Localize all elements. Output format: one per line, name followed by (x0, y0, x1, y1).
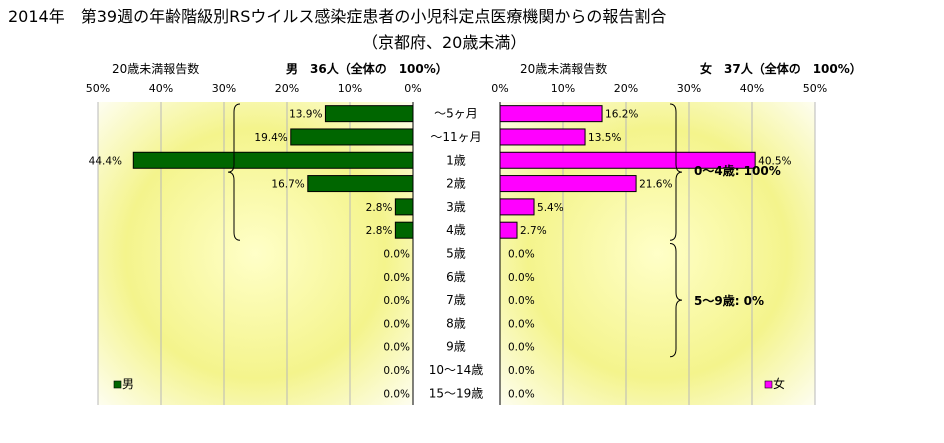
male-legend-label: 男 (122, 377, 134, 391)
female-data-label: 2.7% (520, 225, 547, 237)
age-category-label: 6歳 (446, 270, 466, 284)
female-bar (499, 105, 603, 123)
female-data-label: 0.0% (508, 249, 535, 261)
female-bar (499, 198, 535, 216)
male-data-label: 0.0% (383, 249, 410, 261)
male-bar (394, 198, 414, 216)
female-plot-area (500, 102, 815, 405)
female-bar (499, 128, 586, 146)
male-tick-label: 30% (212, 82, 236, 95)
female-tick-label: 30% (677, 82, 701, 95)
male-data-label: 0.0% (383, 388, 410, 400)
male-data-label: 44.4% (89, 155, 122, 167)
age-category-label: 4歳 (446, 223, 466, 237)
female-bar (499, 175, 637, 193)
male-data-label: 13.9% (289, 109, 322, 121)
male-panel: 20歳未満報告数 男 36人（全体の 100%） 50% 40% 30% 20% 10%… (86, 61, 448, 405)
male-data-label: 0.0% (383, 318, 410, 330)
male-data-label: 0.0% (383, 365, 410, 377)
female-data-label: 5.4% (537, 202, 564, 214)
female-tick-label: 0% (491, 82, 508, 95)
annotation-5-9: 5～9歳: 0% (694, 293, 764, 308)
female-data-label: 0.0% (508, 342, 535, 354)
male-data-label: 19.4% (254, 132, 287, 144)
age-category-labels: ～5ヶ月 ～11ヶ月 1歳 2歳 3歳 4歳 5歳 6歳 7歳 8歳 9歳 10～14歳 15～19歳 (429, 107, 484, 401)
age-category-label: 15～19歳 (429, 386, 484, 400)
female-legend-label: 女 (773, 376, 785, 391)
chart-title: 2014年 第39週の年齢階級別RSウイルス感染症患者の小児科定点医療機関からの… (8, 7, 666, 26)
female-legend-swatch (764, 380, 773, 389)
male-bar (290, 128, 414, 146)
female-tick-label: 50% (803, 82, 827, 95)
age-category-label: ～5ヶ月 (434, 107, 478, 121)
male-tick-label: 20% (275, 82, 299, 95)
male-tick-label: 10% (338, 82, 362, 95)
male-legend-swatch (113, 380, 122, 389)
male-bar (307, 175, 414, 193)
male-data-label: 0.0% (383, 272, 410, 284)
age-category-label: 9歳 (446, 340, 466, 354)
age-category-label: 2歳 (446, 177, 466, 191)
age-category-label: 5歳 (446, 247, 466, 261)
female-axis-title: 20歳未満報告数 (520, 61, 607, 76)
male-bar (324, 105, 414, 123)
male-data-label: 16.7% (271, 179, 304, 191)
female-data-label: 0.0% (508, 295, 535, 307)
male-bar (394, 221, 414, 239)
male-bar (132, 151, 414, 169)
female-data-label: 0.0% (508, 365, 535, 377)
male-tick-label: 50% (86, 82, 110, 95)
female-age-brace-0-4 (669, 103, 683, 241)
male-plot-area (98, 102, 413, 405)
female-bar (499, 221, 518, 239)
age-category-label: 8歳 (446, 316, 466, 330)
female-data-label: 13.5% (588, 132, 621, 144)
age-category-label: 7歳 (446, 293, 466, 307)
male-data-label: 0.0% (383, 295, 410, 307)
age-category-label: ～11ヶ月 (430, 130, 481, 144)
female-data-label: 21.6% (639, 179, 672, 191)
annotation-0-4: 0～4歳: 100% (694, 163, 781, 178)
male-age-brace (227, 103, 241, 241)
female-data-label: 0.0% (508, 318, 535, 330)
female-panel: 20歳未満報告数 女 37人（全体の 100%） 0% 10% 20% 30% 40% 5… (491, 61, 862, 405)
age-category-label: 1歳 (446, 153, 466, 167)
male-axis-title: 20歳未満報告数 (112, 61, 199, 76)
female-tick-label: 10% (551, 82, 575, 95)
female-data-label: 16.2% (605, 109, 638, 121)
female-tick-label: 20% (614, 82, 638, 95)
male-tick-label: 40% (149, 82, 173, 95)
male-header: 男 36人（全体の 100%） (286, 61, 448, 76)
male-data-label: 2.8% (366, 225, 393, 237)
female-data-label: 0.0% (508, 272, 535, 284)
female-data-label: 40.5% (758, 155, 791, 167)
female-tick-label: 40% (740, 82, 764, 95)
female-header: 女 37人（全体の 100%） (700, 61, 862, 76)
age-category-label: 3歳 (446, 200, 466, 214)
male-data-label: 0.0% (383, 342, 410, 354)
age-category-label: 10～14歳 (429, 363, 484, 377)
male-tick-label: 0% (404, 82, 421, 95)
chart-subtitle: （京都府、20歳未満） (362, 33, 526, 52)
female-age-brace-5-9 (669, 243, 683, 358)
male-data-label: 2.8% (366, 202, 393, 214)
female-data-label: 0.0% (508, 388, 535, 400)
female-bar (499, 151, 756, 169)
